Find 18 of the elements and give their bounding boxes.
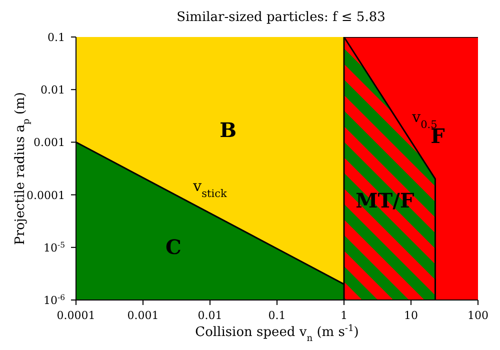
x-tick-label: 10 bbox=[404, 309, 418, 322]
y-tick-label: 10$^{-6}$ bbox=[44, 292, 66, 307]
y-tick-label: 0.1 bbox=[48, 31, 65, 44]
x-tick-label: 0.001 bbox=[127, 309, 159, 322]
series-label: C bbox=[165, 234, 182, 259]
series-label: B bbox=[220, 118, 236, 142]
annotation: v$_{stick}$ bbox=[192, 177, 228, 200]
y-tick-label: 0.0001 bbox=[26, 188, 65, 202]
x-tick-label: 0.1 bbox=[268, 309, 286, 322]
x-tick-label: 100 bbox=[468, 309, 488, 322]
y-tick-label: 10$^{-5}$ bbox=[44, 240, 66, 254]
chart-title: Similar-sized particles: f ≤ 5.83 bbox=[176, 10, 386, 25]
y-tick-label: 0.001 bbox=[34, 136, 65, 150]
x-tick-label: 0.01 bbox=[198, 309, 222, 322]
x-axis-title: Collision speed v$_{n}$ (m s$^{-1}$) bbox=[195, 324, 359, 344]
x-tick-label: 0.0001 bbox=[56, 309, 96, 322]
y-tick-label: 0.01 bbox=[40, 84, 65, 97]
x-tick-label: 1 bbox=[340, 309, 348, 322]
